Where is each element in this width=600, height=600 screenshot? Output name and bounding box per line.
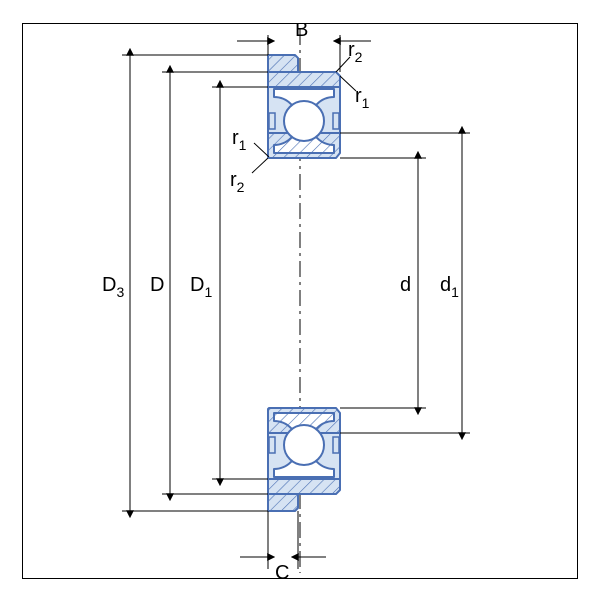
cage-bot-r <box>333 437 339 453</box>
label-d: d <box>400 274 411 296</box>
label-C: C <box>275 562 289 579</box>
bearing-diagram: B C D3 D D1 d d1 r2 r1 r1 r2 <box>22 23 578 579</box>
cage-top-l <box>269 113 275 129</box>
label-D3: D3 <box>102 274 124 300</box>
label-d1: d1 <box>440 274 459 300</box>
label-r1-bl: r1 <box>232 127 247 153</box>
ball-top <box>284 101 324 141</box>
ball-bot <box>284 425 324 465</box>
label-r2-bl: r2 <box>230 169 245 195</box>
label-r2-top: r2 <box>348 39 363 65</box>
cage-top-r <box>333 113 339 129</box>
label-D1: D1 <box>190 274 212 300</box>
label-B: B <box>295 23 308 41</box>
label-r1-top: r1 <box>355 85 370 111</box>
cage-bot-l <box>269 437 275 453</box>
label-D: D <box>150 274 164 296</box>
